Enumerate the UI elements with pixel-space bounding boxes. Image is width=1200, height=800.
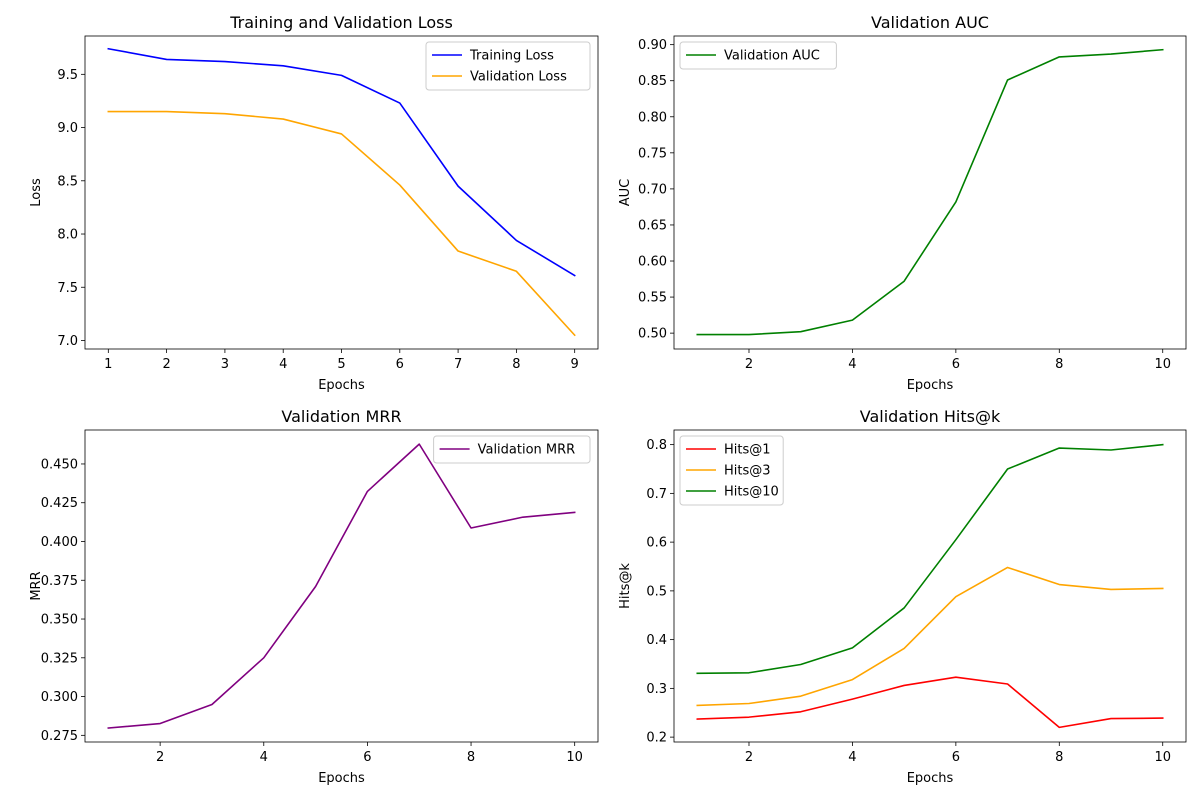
legend-label: Hits@10 bbox=[724, 485, 779, 500]
y-tick-label: 0.300 bbox=[41, 690, 78, 705]
x-tick-label: 2 bbox=[745, 357, 753, 372]
y-tick-label: 0.80 bbox=[638, 110, 667, 125]
y-tick-label: 8.5 bbox=[57, 174, 78, 189]
x-tick-label: 4 bbox=[279, 357, 287, 372]
chart-title: Validation Hits@k bbox=[860, 407, 1001, 426]
y-axis-label: AUC bbox=[618, 179, 633, 207]
y-axis-label: Hits@k bbox=[618, 563, 633, 609]
series-line-hits-3 bbox=[696, 566, 1164, 707]
chart-panel-2: Validation AUC 2 4 6 8 10 0.50 0.55 0.60 0.65 0.70… bbox=[618, 13, 1187, 393]
x-tick-label: 2 bbox=[162, 357, 170, 372]
y-tick-label: 0.60 bbox=[638, 255, 667, 270]
y-tick-label: 0.65 bbox=[638, 218, 667, 233]
y-tick-label: 0.3 bbox=[646, 682, 667, 697]
y-tick-label: 9.5 bbox=[57, 68, 78, 83]
legend: Hits@1 Hits@3 Hits@10 bbox=[679, 435, 784, 506]
x-tick-label: 8 bbox=[1055, 357, 1063, 372]
x-tick-label: 10 bbox=[566, 750, 583, 765]
y-tick-label: 0.55 bbox=[638, 291, 667, 306]
y-tick-label: 0.4 bbox=[646, 633, 667, 648]
y-tick-label: 0.425 bbox=[41, 496, 78, 511]
y-axis-label: MRR bbox=[29, 571, 44, 600]
x-tick-label: 4 bbox=[260, 750, 268, 765]
legend-label: Validation MRR bbox=[478, 443, 576, 458]
x-axis-label: Epochs bbox=[907, 378, 954, 393]
legend-label: Hits@1 bbox=[724, 443, 771, 458]
plot-frame bbox=[84, 429, 599, 743]
x-tick-label: 5 bbox=[337, 357, 345, 372]
series-line-validation-mrr bbox=[107, 443, 576, 729]
legend-box bbox=[425, 41, 591, 91]
plot-frame bbox=[673, 35, 1187, 350]
legend: Validation AUC bbox=[679, 41, 837, 70]
x-tick-label: 6 bbox=[952, 357, 960, 372]
chart-panel-1: Training and Validation Loss 1 2 3 4 5 6 7 8 9 7.0… bbox=[29, 13, 599, 393]
x-axis-label: Epochs bbox=[907, 771, 954, 786]
x-tick-label: 6 bbox=[396, 357, 404, 372]
y-tick-label: 0.325 bbox=[41, 651, 78, 666]
series-line-validation-loss bbox=[107, 110, 576, 337]
y-tick-label: 0.275 bbox=[41, 729, 78, 744]
y-tick-label: 9.0 bbox=[57, 121, 78, 136]
chart-title: Validation MRR bbox=[281, 407, 401, 426]
series-line-hits-10 bbox=[696, 443, 1164, 675]
x-tick-label: 8 bbox=[512, 357, 520, 372]
y-tick-label: 0.450 bbox=[41, 457, 78, 472]
y-tick-label: 0.70 bbox=[638, 182, 667, 197]
legend: Training Loss Validation Loss bbox=[425, 41, 591, 91]
chart-panel-4: Validation Hits@k 2 4 6 8 10 0.2 0.3 0.4 0.5 0.6 0.… bbox=[618, 407, 1187, 786]
x-axis-label: Epochs bbox=[318, 771, 365, 786]
y-tick-label: 0.375 bbox=[41, 574, 78, 589]
legend-label: Validation Loss bbox=[470, 70, 567, 85]
x-axis-label: Epochs bbox=[318, 378, 365, 393]
y-tick-label: 0.6 bbox=[646, 536, 667, 551]
y-tick-label: 0.400 bbox=[41, 535, 78, 550]
x-tick-label: 2 bbox=[156, 750, 164, 765]
y-tick-label: 0.350 bbox=[41, 613, 78, 628]
y-axis-label: Loss bbox=[29, 178, 44, 207]
x-tick-label: 8 bbox=[1055, 750, 1063, 765]
legend-box bbox=[679, 435, 784, 506]
legend-label: Validation AUC bbox=[724, 49, 820, 64]
chart-title: Training and Validation Loss bbox=[229, 13, 453, 32]
legend: Validation MRR bbox=[433, 435, 591, 464]
y-tick-label: 0.50 bbox=[638, 327, 667, 342]
series-line-validation-auc bbox=[696, 48, 1164, 336]
y-tick-label: 8.0 bbox=[57, 228, 78, 243]
x-tick-label: 1 bbox=[104, 357, 112, 372]
plot-frame bbox=[673, 429, 1187, 743]
x-tick-label: 6 bbox=[363, 750, 371, 765]
chart-panel-3: Validation MRR 2 4 6 8 10 0.275 0.300 0.325 0.350… bbox=[29, 407, 599, 786]
y-tick-label: 0.5 bbox=[646, 584, 667, 599]
y-tick-label: 0.8 bbox=[646, 438, 667, 453]
legend-box bbox=[433, 435, 591, 464]
y-tick-label: 0.90 bbox=[638, 38, 667, 53]
x-tick-label: 4 bbox=[848, 750, 856, 765]
x-tick-label: 9 bbox=[571, 357, 579, 372]
y-tick-label: 7.0 bbox=[57, 334, 78, 349]
y-tick-label: 0.2 bbox=[646, 731, 667, 746]
x-tick-label: 2 bbox=[745, 750, 753, 765]
y-tick-label: 0.7 bbox=[646, 487, 667, 502]
y-tick-label: 0.75 bbox=[638, 146, 667, 161]
x-tick-label: 10 bbox=[1154, 357, 1171, 372]
legend-label: Training Loss bbox=[469, 49, 554, 64]
x-tick-label: 6 bbox=[952, 750, 960, 765]
x-tick-label: 3 bbox=[221, 357, 229, 372]
plot-frame bbox=[84, 35, 599, 350]
y-tick-label: 0.85 bbox=[638, 74, 667, 89]
x-tick-label: 7 bbox=[454, 357, 462, 372]
legend-label: Hits@3 bbox=[724, 464, 771, 479]
x-tick-label: 4 bbox=[848, 357, 856, 372]
series-line-hits-1 bbox=[696, 676, 1164, 729]
series-line-training-loss bbox=[107, 47, 576, 277]
legend-box bbox=[679, 41, 837, 70]
x-tick-label: 10 bbox=[1154, 750, 1171, 765]
x-tick-label: 8 bbox=[467, 750, 475, 765]
chart-title: Validation AUC bbox=[871, 13, 989, 32]
y-tick-label: 7.5 bbox=[57, 281, 78, 296]
